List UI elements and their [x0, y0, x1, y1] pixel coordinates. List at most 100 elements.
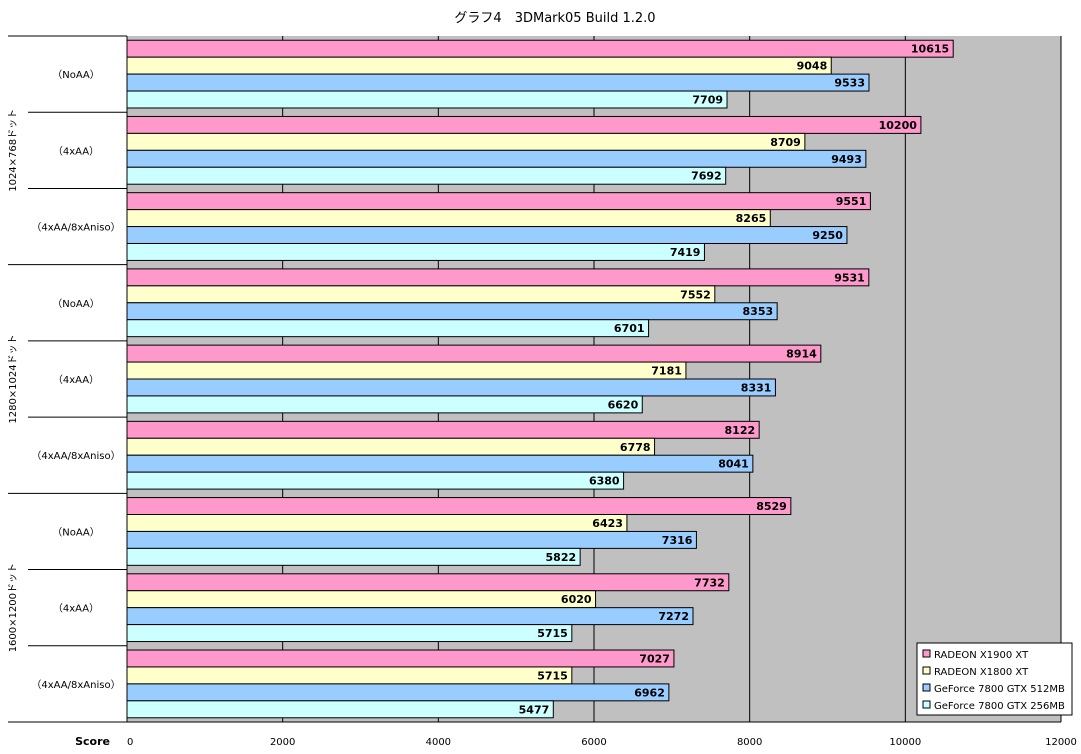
data-label: 9531 — [834, 271, 865, 284]
bar — [126, 700, 554, 719]
bar — [126, 590, 597, 609]
bar — [126, 607, 694, 626]
category-label: （4xAA/8xAniso） — [31, 679, 120, 691]
category-label: （4xAA/8xAniso） — [31, 222, 120, 234]
axes: 0 2000 4000 6000 8000 10000 12000 （NoAA） （4xAA） （… — [8, 35, 1077, 748]
bar — [126, 56, 832, 75]
bar — [126, 115, 922, 134]
category-label: （NoAA） — [52, 69, 100, 81]
legend-swatch — [922, 666, 931, 675]
value-labels: 10615 9048 9533 7709 10200 8709 9493 7692 9551 82… — [519, 43, 950, 717]
legend: RADEON X1900 XT RADEON X1800 XT GeForce 78… — [916, 642, 1073, 716]
bar — [126, 378, 776, 397]
bar — [126, 344, 822, 363]
group-label: 1024×768ドット — [8, 109, 19, 192]
bar — [126, 73, 870, 92]
data-label: 6620 — [608, 398, 639, 411]
chart-title: グラフ4 3DMark05 Build 1.2.0 — [454, 11, 655, 26]
bar — [126, 268, 870, 287]
bar — [126, 471, 625, 490]
data-label: 5715 — [537, 669, 568, 682]
data-label: 6380 — [589, 475, 620, 488]
legend-entry: GeForce 7800 GTX 256MB — [934, 701, 1065, 712]
bar — [126, 90, 728, 109]
bar — [126, 149, 867, 168]
data-label: 7027 — [639, 652, 670, 665]
legend-swatch — [922, 649, 931, 658]
bar — [126, 454, 754, 473]
data-label: 9533 — [834, 77, 865, 90]
bar — [126, 420, 760, 439]
data-label: 9551 — [836, 195, 867, 208]
bar — [126, 649, 675, 668]
category-label: （NoAA） — [52, 526, 100, 538]
x-axis-title: Score — [75, 735, 110, 748]
data-label: 9493 — [831, 153, 862, 166]
data-label: 9048 — [797, 60, 828, 73]
bar — [126, 285, 716, 304]
legend-entry: RADEON X1800 XT — [934, 667, 1029, 678]
x-tick-label: 2000 — [270, 737, 295, 748]
bar — [126, 624, 573, 643]
data-label: 8529 — [756, 500, 787, 513]
data-label: 6020 — [561, 593, 592, 606]
data-label: 8331 — [741, 381, 772, 394]
bar — [126, 319, 650, 338]
bar — [126, 497, 792, 516]
data-label: 5477 — [519, 703, 550, 716]
data-label: 7316 — [662, 534, 693, 547]
data-label: 7272 — [658, 610, 689, 623]
legend-swatch — [922, 700, 931, 709]
data-label: 6778 — [620, 441, 651, 454]
bar — [126, 39, 954, 58]
category-label: （4xAA） — [53, 145, 99, 157]
bar — [126, 226, 848, 244]
group-label: 1280×1024ドット — [8, 334, 19, 423]
x-tick-label: 10000 — [889, 737, 921, 748]
x-tick-label: 6000 — [581, 737, 606, 748]
data-label: 7709 — [692, 94, 723, 107]
bar — [126, 395, 643, 414]
x-tick-label: 12000 — [1045, 737, 1077, 748]
category-label: （4xAA/8xAniso） — [31, 450, 120, 462]
data-label: 8041 — [718, 458, 749, 471]
group-label: 1600×1200ドット — [8, 563, 19, 652]
legend-box — [916, 642, 1073, 716]
data-label: 7552 — [680, 288, 711, 301]
legend-swatch — [922, 683, 931, 692]
data-label: 5822 — [546, 551, 577, 564]
data-label: 10615 — [911, 43, 949, 56]
data-label: 8122 — [725, 424, 756, 437]
data-label: 8265 — [736, 212, 767, 225]
bar — [126, 683, 670, 702]
x-tick-label: 8000 — [737, 737, 762, 748]
data-label: 5715 — [537, 627, 568, 640]
bar — [126, 530, 697, 549]
data-label: 7181 — [651, 365, 682, 378]
data-label: 8709 — [770, 136, 801, 149]
bar — [126, 666, 573, 685]
data-label: 7692 — [691, 170, 722, 183]
bar — [126, 361, 687, 380]
data-label: 8353 — [743, 305, 774, 318]
data-label: 6423 — [592, 517, 623, 530]
bar — [126, 132, 806, 151]
bar — [126, 437, 656, 456]
x-tick-label: 4000 — [426, 737, 451, 748]
bar — [126, 209, 771, 228]
legend-entry: GeForce 7800 GTX 512MB — [934, 684, 1065, 695]
bar — [126, 514, 628, 532]
category-label: （NoAA） — [52, 298, 100, 310]
bar — [126, 573, 730, 592]
data-label: 6962 — [634, 686, 665, 699]
data-label: 8914 — [786, 348, 817, 361]
data-label: 9250 — [812, 229, 843, 242]
x-tick-label: 0 — [127, 737, 133, 748]
data-label: 10200 — [879, 119, 918, 132]
bar — [126, 242, 705, 261]
data-label: 7419 — [670, 246, 701, 259]
data-label: 7732 — [694, 576, 725, 589]
legend-entry: RADEON X1900 XT — [934, 650, 1029, 661]
category-label: （4xAA） — [53, 603, 99, 615]
